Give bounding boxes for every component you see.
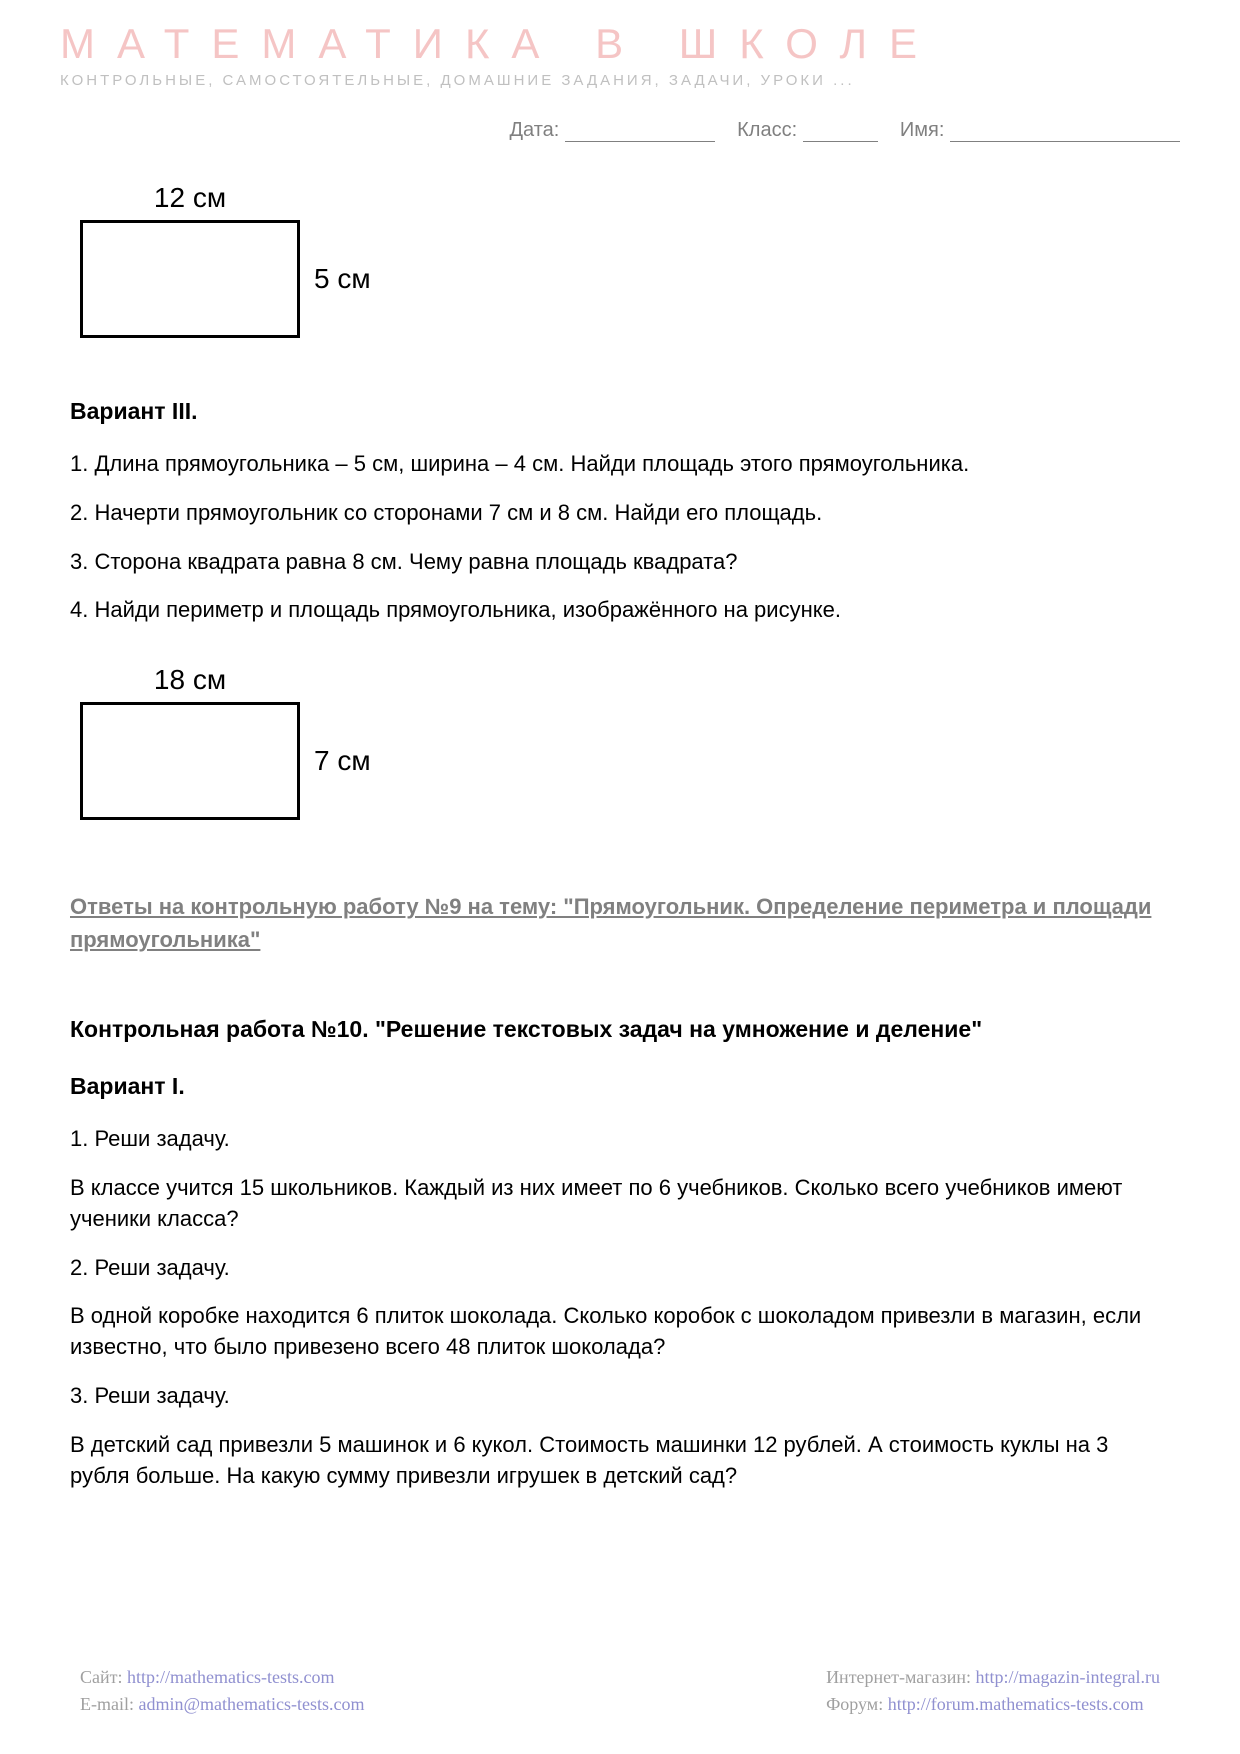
footer-email-link[interactable]: admin@mathematics-tests.com xyxy=(138,1694,364,1714)
footer-left: Сайт: http://mathematics-tests.com E-mai… xyxy=(80,1664,365,1718)
site-subtitle: КОНТРОЛЬНЫЕ, САМОСТОЯТЕЛЬНЫЕ, ДОМАШНИЕ З… xyxy=(60,72,1180,89)
name-blank[interactable] xyxy=(950,120,1180,142)
footer-forum-link[interactable]: http://forum.mathematics-tests.com xyxy=(888,1694,1144,1714)
student-info-line: Дата: Класс: Имя: xyxy=(0,89,1240,142)
class-blank[interactable] xyxy=(803,120,878,142)
footer-shop-label: Интернет-магазин: xyxy=(826,1667,975,1687)
page-content: 12 см 5 см Вариант III. 1. Длина прямоуг… xyxy=(0,142,1240,1491)
s10-task-1-num: 1. Реши задачу. xyxy=(70,1124,1170,1155)
s10-task-3-num: 3. Реши задачу. xyxy=(70,1381,1170,1412)
footer-forum-label: Форум: xyxy=(826,1694,888,1714)
section-10-title: Контрольная работа №10. "Решение текстов… xyxy=(70,1016,1170,1043)
v3-task-3: 3. Сторона квадрата равна 8 см. Чему рав… xyxy=(70,547,1170,578)
class-label: Класс: xyxy=(737,119,797,141)
fig1-side-label: 5 см xyxy=(314,263,371,295)
v3-task-4: 4. Найди периметр и площадь прямоугольни… xyxy=(70,595,1170,626)
footer-email-label: E-mail: xyxy=(80,1694,138,1714)
site-title: МАТЕМАТИКА В ШКОЛЕ xyxy=(60,20,1180,68)
s10-task-2-num: 2. Реши задачу. xyxy=(70,1253,1170,1284)
variant-1-title: Вариант I. xyxy=(70,1073,1170,1100)
s10-task-2-text: В одной коробке находится 6 плиток шокол… xyxy=(70,1301,1170,1363)
fig1-rectangle xyxy=(80,220,300,338)
page-header: МАТЕМАТИКА В ШКОЛЕ КОНТРОЛЬНЫЕ, САМОСТОЯ… xyxy=(0,0,1240,89)
page-footer: Сайт: http://mathematics-tests.com E-mai… xyxy=(0,1664,1240,1718)
name-label: Имя: xyxy=(900,119,945,141)
footer-site-label: Сайт: xyxy=(80,1667,127,1687)
fig2-top-label: 18 см xyxy=(80,664,300,696)
footer-right: Интернет-магазин: http://magazin-integra… xyxy=(826,1664,1160,1718)
rectangle-figure-2: 18 см 7 см xyxy=(80,664,371,820)
footer-site-link[interactable]: http://mathematics-tests.com xyxy=(127,1667,334,1687)
v3-task-2: 2. Начерти прямоугольник со сторонами 7 … xyxy=(70,498,1170,529)
fig2-rectangle xyxy=(80,702,300,820)
s10-task-1-text: В классе учится 15 школьников. Каждый из… xyxy=(70,1173,1170,1235)
variant-3-title: Вариант III. xyxy=(70,398,1170,425)
v3-task-1: 1. Длина прямоугольника – 5 см, ширина –… xyxy=(70,449,1170,480)
answers-link[interactable]: Ответы на контрольную работу №9 на тему:… xyxy=(70,890,1170,956)
fig2-side-label: 7 см xyxy=(314,745,371,777)
footer-shop-link[interactable]: http://magazin-integral.ru xyxy=(976,1667,1160,1687)
fig1-top-label: 12 см xyxy=(80,182,300,214)
rectangle-figure-1: 12 см 5 см xyxy=(80,182,371,338)
date-label: Дата: xyxy=(509,119,559,141)
date-blank[interactable] xyxy=(565,120,715,142)
s10-task-3-text: В детский сад привезли 5 машинок и 6 кук… xyxy=(70,1430,1170,1492)
